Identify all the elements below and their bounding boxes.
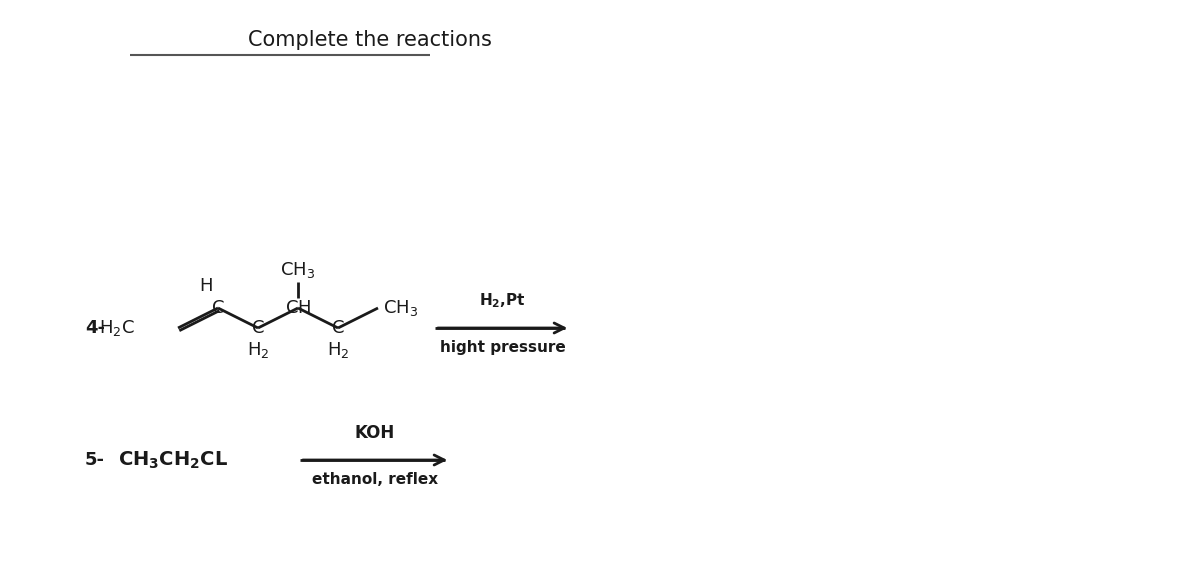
Text: $\mathregular{CH}$: $\mathregular{CH}$: [284, 299, 311, 317]
Text: hight pressure: hight pressure: [439, 340, 565, 355]
Text: $\mathregular{H_2}$,Pt: $\mathregular{H_2}$,Pt: [479, 291, 526, 310]
Text: $\mathregular{C}$: $\mathregular{C}$: [251, 319, 265, 337]
Text: 5-: 5-: [85, 451, 106, 469]
Text: $\mathregular{H}$: $\mathregular{H}$: [199, 277, 212, 295]
Text: $\mathregular{CH_3CH_2CL}$: $\mathregular{CH_3CH_2CL}$: [118, 449, 228, 471]
Text: KOH: KOH: [355, 424, 395, 442]
Text: $\mathregular{C}$: $\mathregular{C}$: [331, 319, 344, 337]
Text: $\mathregular{H_2C}$: $\mathregular{H_2C}$: [100, 318, 134, 338]
Text: $\mathregular{C}$: $\mathregular{C}$: [211, 299, 224, 317]
Text: $\mathregular{H_2}$: $\mathregular{H_2}$: [326, 340, 349, 360]
Text: $\mathregular{CH_3}$: $\mathregular{CH_3}$: [281, 260, 316, 280]
Text: 4-: 4-: [85, 319, 106, 337]
Text: ethanol, reflex: ethanol, reflex: [312, 472, 438, 487]
Text: $\mathregular{H_2}$: $\mathregular{H_2}$: [247, 340, 269, 360]
Text: $\mathregular{CH_3}$: $\mathregular{CH_3}$: [383, 298, 419, 318]
Text: Complete the reactions: Complete the reactions: [248, 30, 492, 50]
